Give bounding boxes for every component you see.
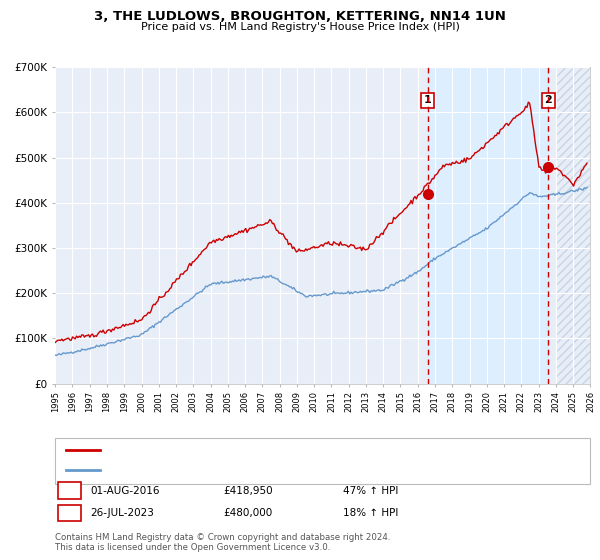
Text: £480,000: £480,000: [223, 508, 272, 518]
Text: 26-JUL-2023: 26-JUL-2023: [90, 508, 154, 518]
Bar: [556, 67, 590, 384]
Text: Price paid vs. HM Land Registry's House Price Index (HPI): Price paid vs. HM Land Registry's House …: [140, 22, 460, 32]
Text: 1: 1: [66, 486, 73, 496]
Text: 3, THE LUDLOWS, BROUGHTON, KETTERING, NN14 1UN (detached house): 3, THE LUDLOWS, BROUGHTON, KETTERING, NN…: [106, 445, 467, 455]
Text: 2: 2: [66, 508, 73, 518]
Text: 01-AUG-2016: 01-AUG-2016: [90, 486, 160, 496]
Text: 47% ↑ HPI: 47% ↑ HPI: [343, 486, 398, 496]
Text: 18% ↑ HPI: 18% ↑ HPI: [343, 508, 398, 518]
Bar: [428, 67, 548, 384]
Text: 2: 2: [545, 95, 553, 105]
Text: HPI: Average price, detached house, North Northamptonshire: HPI: Average price, detached house, Nort…: [106, 465, 407, 475]
Text: £418,950: £418,950: [223, 486, 273, 496]
Text: 1: 1: [424, 95, 431, 105]
Text: 3, THE LUDLOWS, BROUGHTON, KETTERING, NN14 1UN: 3, THE LUDLOWS, BROUGHTON, KETTERING, NN…: [94, 10, 506, 23]
Text: Contains HM Land Registry data © Crown copyright and database right 2024.
This d: Contains HM Land Registry data © Crown c…: [55, 533, 391, 552]
Bar: [556, 67, 590, 384]
